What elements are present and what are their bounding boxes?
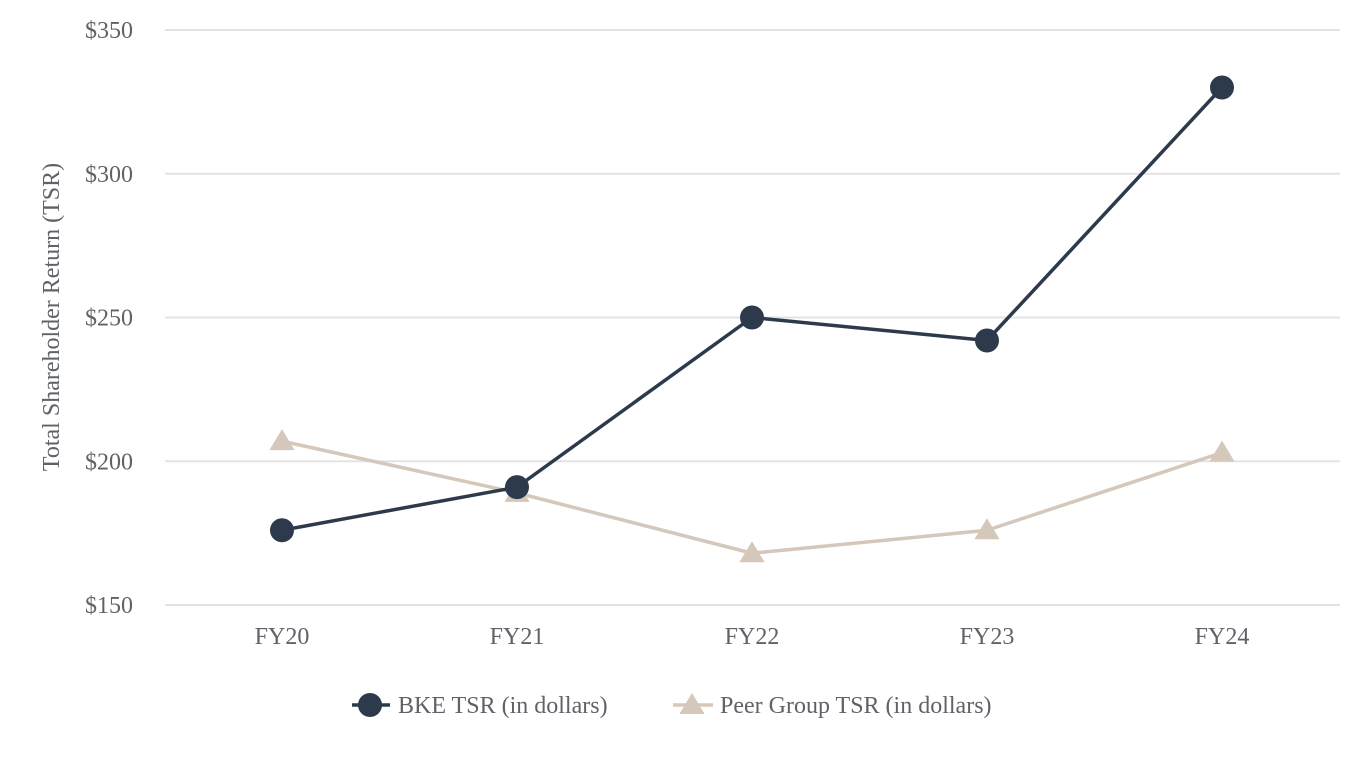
data-point: [269, 429, 295, 451]
x-tick-label: FY22: [725, 624, 780, 650]
legend-item: BKE TSR (in dollars): [352, 693, 608, 719]
series-line: [281, 439, 1223, 555]
series-peer-group-tsr: [269, 429, 1235, 563]
x-tick-label: FY20: [255, 624, 310, 650]
data-point: [974, 518, 1000, 540]
legend-marker: [679, 693, 705, 714]
data-point: [1209, 440, 1235, 462]
y-tick-label: $150: [85, 593, 133, 619]
data-point: [975, 328, 999, 353]
y-axis-ticks: $150 $200 $250 $300 $350: [85, 18, 133, 619]
y-tick-label: $200: [85, 449, 133, 475]
data-point: [739, 541, 765, 563]
y-tick-label: $250: [85, 306, 133, 332]
legend-marker: [358, 693, 382, 717]
data-point: [270, 518, 294, 543]
data-point: [1210, 75, 1234, 100]
x-tick-label: FY21: [490, 624, 545, 650]
legend-label: Peer Group TSR (in dollars): [720, 693, 992, 719]
y-tick-label: $300: [85, 162, 133, 188]
data-point: [740, 305, 764, 330]
data-point: [505, 475, 529, 500]
legend-label: BKE TSR (in dollars): [398, 693, 608, 719]
legend-item: Peer Group TSR (in dollars): [673, 693, 992, 719]
series-layer: [269, 75, 1235, 563]
x-tick-label: FY24: [1195, 624, 1250, 650]
y-axis-title: Total Shareholder Return (TSR): [39, 163, 65, 471]
legend: BKE TSR (in dollars) Peer Group TSR (in d…: [352, 693, 992, 719]
x-tick-label: FY23: [960, 624, 1015, 650]
y-tick-label: $350: [85, 18, 133, 44]
x-axis-ticks: FY20 FY21 FY22 FY23 FY24: [255, 624, 1250, 650]
series-bke-tsr: [270, 75, 1234, 543]
